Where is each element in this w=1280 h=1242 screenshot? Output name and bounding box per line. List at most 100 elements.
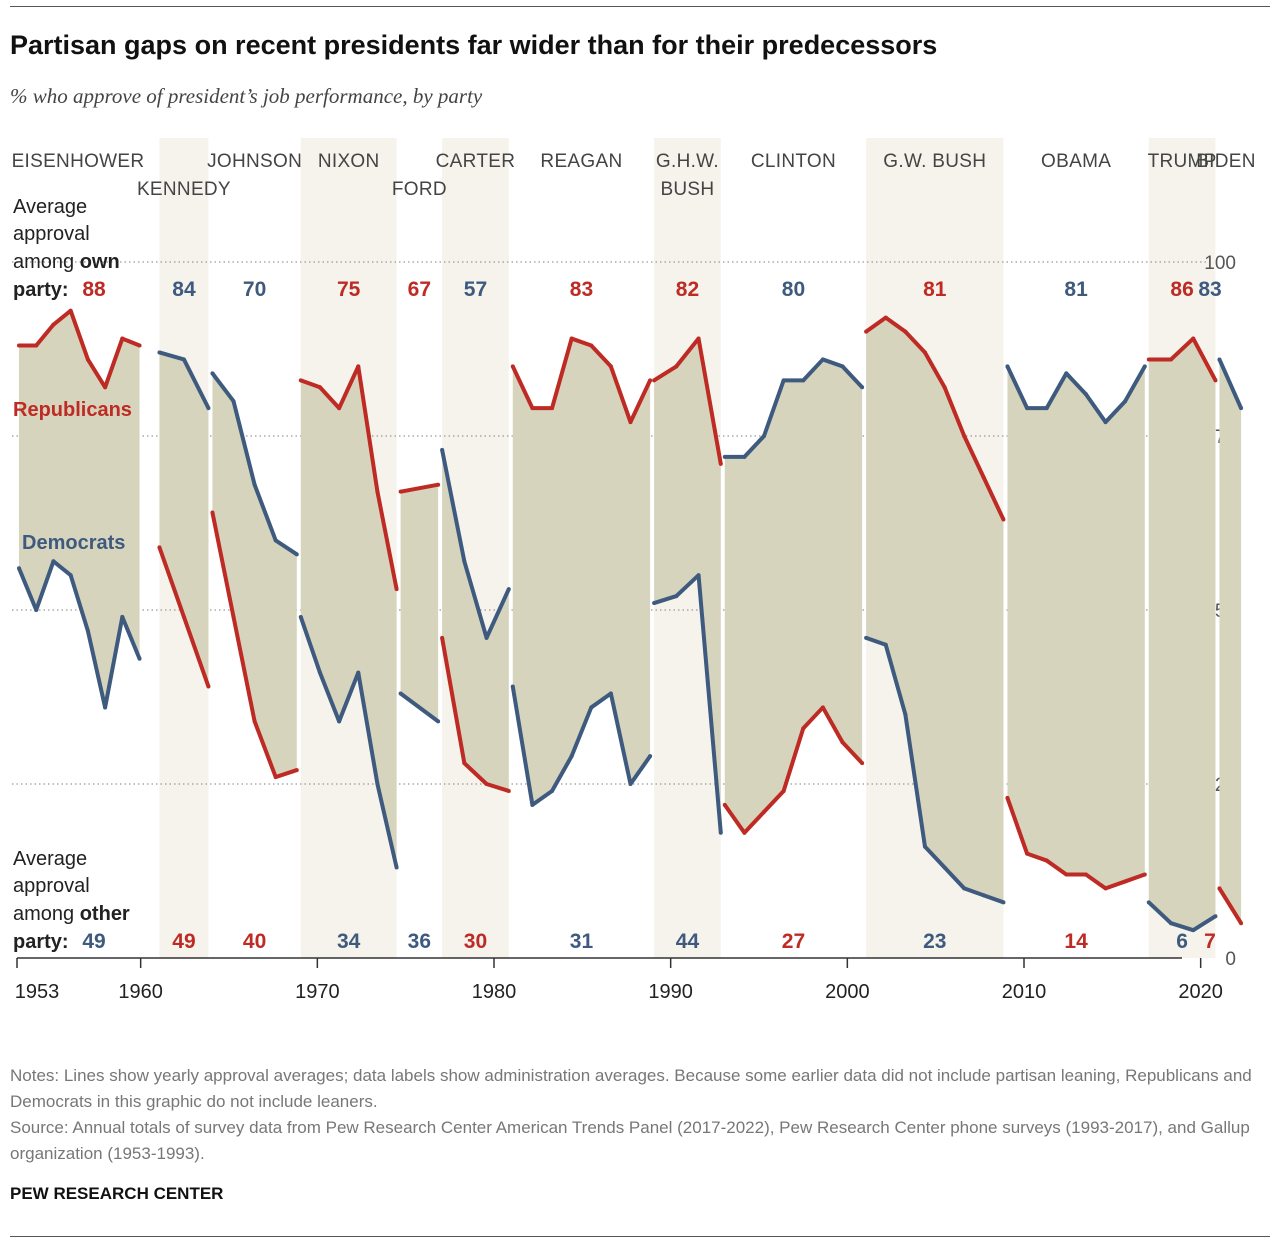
republicans-point <box>1025 851 1030 856</box>
democrats-point <box>356 670 361 675</box>
other-party-average: 40 <box>243 930 266 953</box>
republicans-point <box>801 726 806 731</box>
republicans-point <box>120 336 125 341</box>
republicans-point <box>1217 886 1222 891</box>
democrats-point <box>550 788 555 793</box>
republicans-point <box>1191 336 1196 341</box>
republicans-point <box>608 364 613 369</box>
democrats-line-7 <box>653 573 723 833</box>
gap-fill-0 <box>19 310 140 708</box>
notes-text: Notes: Lines show yearly approval averag… <box>10 1066 1252 1111</box>
gap-fill-9 <box>866 317 1004 903</box>
republicans-point <box>1142 872 1147 877</box>
democrats-point <box>375 782 380 786</box>
democrats-point <box>1217 357 1222 362</box>
democrats-point <box>68 573 73 578</box>
president-name-label: JOHNSON <box>207 151 302 172</box>
bottom-rule <box>10 1236 1270 1237</box>
democrats-point <box>120 614 125 619</box>
republicans-point <box>883 315 888 320</box>
own-party-legend-line: party: <box>13 279 69 301</box>
republicans-point <box>231 614 236 619</box>
other-party-average: 31 <box>570 930 594 953</box>
democrats-point <box>462 559 467 564</box>
democrats-point <box>1064 371 1069 376</box>
democrats-point <box>1142 364 1147 369</box>
democrats-point <box>922 844 927 849</box>
chart-subtitle: % who approve of president’s job perform… <box>10 84 483 108</box>
y-tick-label: 100 <box>1204 253 1236 274</box>
democrats-point <box>860 385 865 390</box>
republicans-line-9 <box>864 315 1006 521</box>
democrats-point <box>742 454 747 459</box>
democrats-line-6 <box>510 686 652 807</box>
president-labels: EISENHOWER KENNEDY JOHNSON NIXON FORD CARTER R… <box>12 151 1256 200</box>
democrats-point <box>436 719 441 724</box>
democrats-point <box>103 705 108 710</box>
republicans-line-10 <box>1005 797 1146 891</box>
x-tick-label: 1960 <box>118 981 163 1003</box>
democrats-point <box>530 802 535 807</box>
own-party-average: 57 <box>464 278 487 301</box>
republicans-point <box>696 336 701 341</box>
democrats-point <box>398 691 403 696</box>
democrats-point <box>942 865 947 870</box>
gap-fill-12 <box>1219 359 1242 924</box>
republicans-point <box>718 461 723 466</box>
democrats-line-5 <box>440 449 511 640</box>
x-tick-label: 1970 <box>295 981 340 1003</box>
republicans-point <box>840 740 845 745</box>
democrats-point <box>608 691 613 696</box>
president-name-label: EISENHOWER <box>12 151 145 172</box>
x-tick-label: 2000 <box>825 981 870 1003</box>
democrats-point <box>962 886 967 891</box>
own-party-legend-line: Average <box>13 196 87 218</box>
democrats-point <box>722 454 727 459</box>
democrats-point <box>840 364 845 369</box>
own-party-legend-line: approval <box>13 223 90 245</box>
democrats-line-9 <box>865 635 1005 905</box>
legend-labels: Average approval among own party: Average app… <box>13 196 132 953</box>
own-party-average: 81 <box>923 278 947 301</box>
republicans-point <box>394 587 399 592</box>
republicans-point <box>589 343 594 348</box>
republicans-line-6 <box>510 336 652 425</box>
other-party-average: 7 <box>1204 930 1216 953</box>
democrats-point <box>1044 406 1049 411</box>
democrats-point <box>337 719 342 724</box>
own-party-average: 83 <box>1198 278 1221 301</box>
president-name-label: G.W. BUSH <box>883 151 986 172</box>
republicans-point <box>742 830 747 835</box>
other-party-average: 36 <box>408 930 431 953</box>
series-lines <box>17 308 1244 933</box>
president-name-label: CLINTON <box>751 151 836 172</box>
democrats-line-4 <box>399 691 440 723</box>
republicans-point <box>398 489 403 494</box>
republicans-point <box>317 385 322 390</box>
democrats-line-0 <box>17 559 142 710</box>
president-name-label: BIDEN <box>1196 151 1256 172</box>
other-party-average: 34 <box>337 930 361 953</box>
republicans-point <box>652 378 657 383</box>
republicans-point <box>17 343 21 348</box>
other-party-average: 49 <box>172 930 195 953</box>
democrats-point <box>34 608 39 612</box>
other-party-average: 23 <box>923 930 946 953</box>
own-party-legend-word: among <box>13 251 80 273</box>
republicans-point <box>674 364 679 369</box>
president-name-label: NIXON <box>318 151 380 172</box>
president-name-label: FORD <box>392 179 447 200</box>
democrats-point <box>231 399 236 404</box>
democrats-point <box>569 754 574 759</box>
republicans-point <box>294 768 299 773</box>
democrats-point <box>1083 392 1088 397</box>
democrats-point <box>210 371 215 376</box>
democrats-point <box>1169 921 1174 926</box>
democrats-point <box>762 434 767 438</box>
democrats-point <box>652 601 657 606</box>
chart-title: Partisan gaps on recent presidents far w… <box>10 30 938 60</box>
republicans-point <box>550 406 555 411</box>
democrats-point <box>674 594 679 599</box>
other-party-average: 6 <box>1176 930 1188 953</box>
democrats-point <box>1123 399 1128 404</box>
